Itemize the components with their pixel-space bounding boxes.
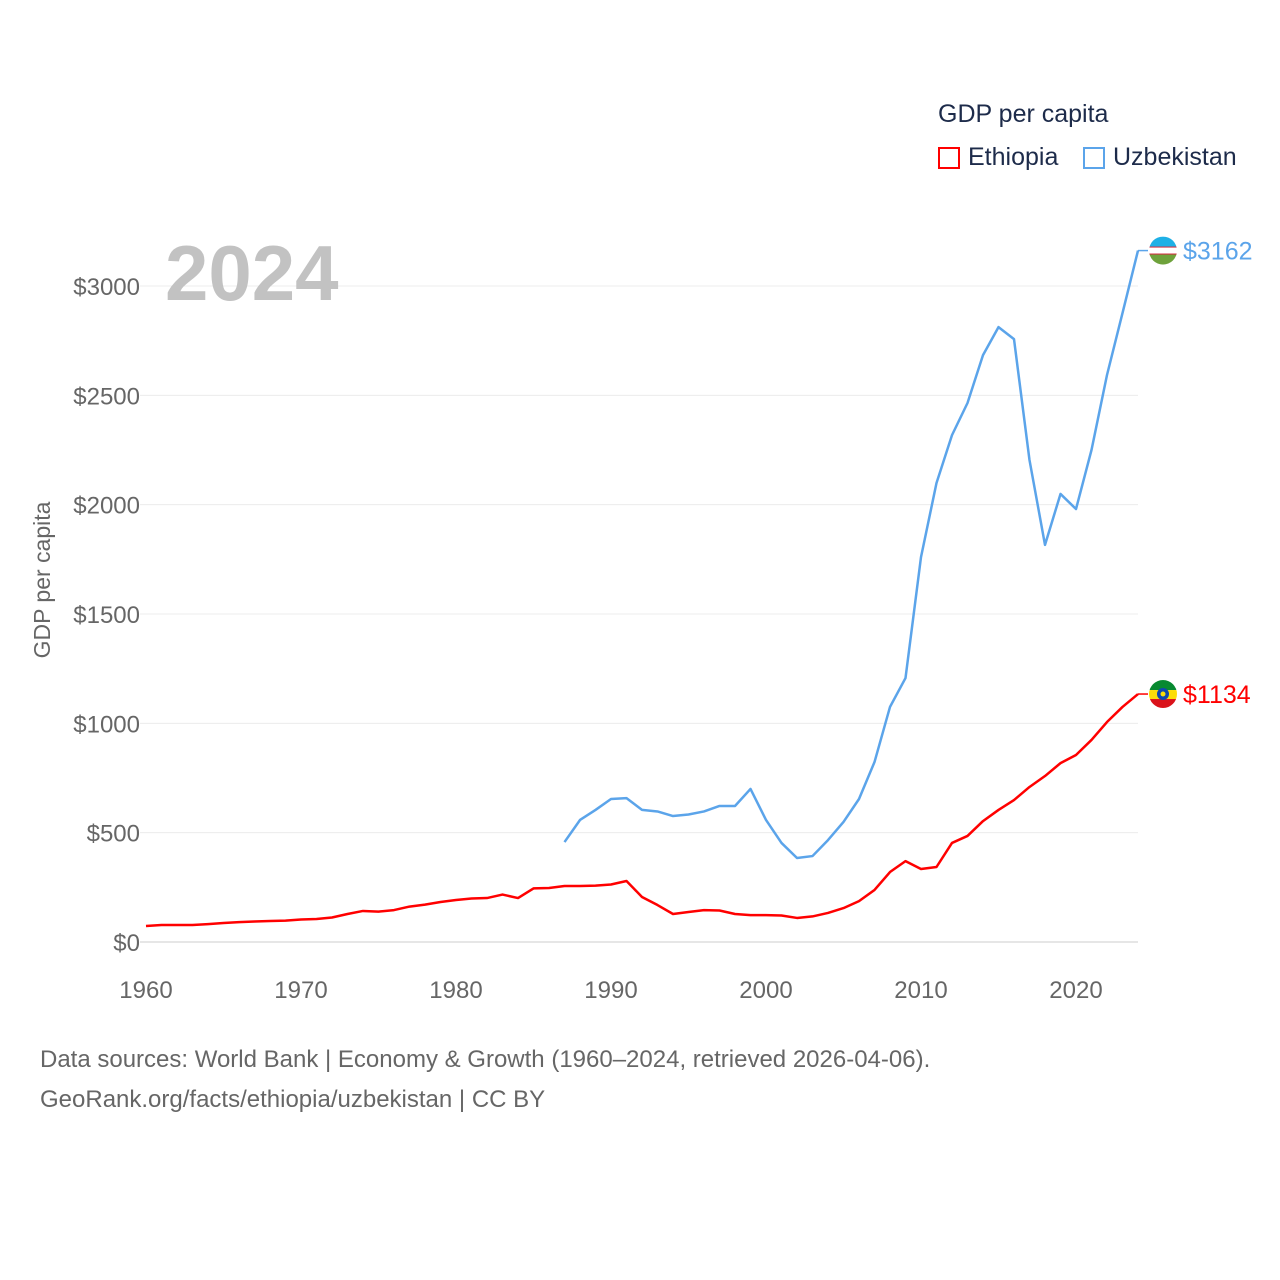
legend-label: Ethiopia	[968, 143, 1059, 171]
y-tick-label: $2000	[73, 493, 140, 520]
x-tick-label: 1960	[119, 977, 172, 1004]
year-label: 2024	[165, 229, 339, 317]
y-tick-label: $1500	[73, 602, 140, 629]
uzbekistan-flag-icon	[1149, 236, 1177, 265]
y-axis-label: GDP per capita	[29, 501, 55, 658]
legend-item-ethiopia[interactable]: Ethiopia	[938, 143, 1058, 172]
legend-title: GDP per capita	[938, 100, 1109, 128]
x-tick-label: 2000	[739, 977, 792, 1004]
x-tick-label: 1990	[584, 977, 637, 1004]
legend-label: Uzbekistan	[1113, 143, 1237, 171]
y-tick-label: $500	[87, 821, 140, 848]
legend-item-uzbekistan[interactable]: Uzbekistan	[1083, 143, 1237, 172]
footer-link[interactable]: GeoRank.org/facts/ethiopia/uzbekistan | …	[40, 1086, 546, 1113]
x-tick-label: 1970	[274, 977, 327, 1004]
x-tick-label: 2020	[1049, 977, 1102, 1004]
x-tick-label: 1980	[429, 977, 482, 1004]
x-tick-label: 2010	[894, 977, 947, 1004]
end-value-label: $3162	[1183, 238, 1253, 266]
ethiopia-flag-icon	[1149, 680, 1177, 709]
legend-swatch	[1083, 146, 1105, 169]
y-tick-label: $3000	[73, 274, 140, 301]
y-tick-label: $2500	[73, 383, 140, 410]
y-tick-label: $0	[113, 930, 140, 957]
y-tick-label: $1000	[73, 711, 140, 738]
legend-swatch	[938, 146, 960, 169]
footer-sources: Data sources: World Bank | Economy & Gro…	[40, 1046, 931, 1073]
series-line-ethiopia	[145, 693, 1139, 928]
series-line-uzbekistan	[563, 250, 1140, 860]
end-value-label: $1134	[1183, 681, 1251, 709]
